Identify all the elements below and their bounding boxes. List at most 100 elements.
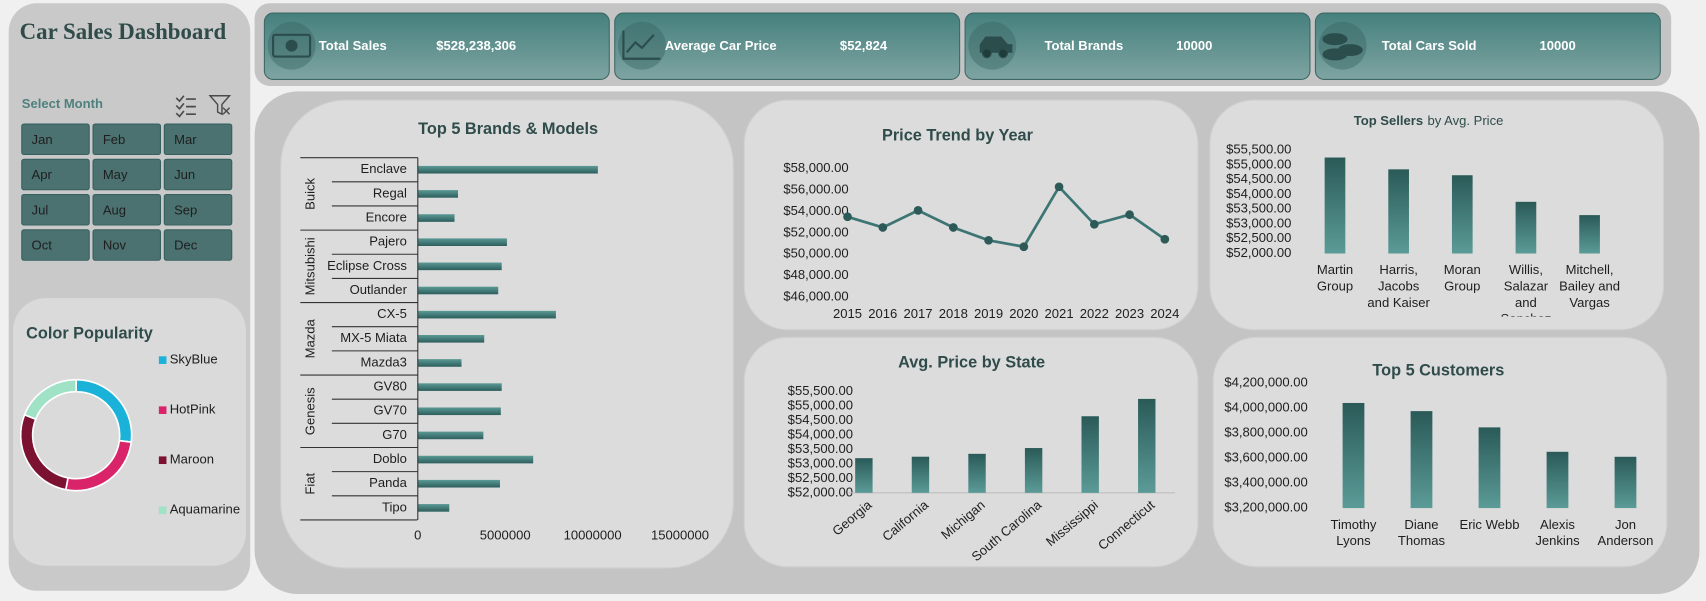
month-button-label[interactable]: Jul <box>32 202 49 217</box>
month-button-bg[interactable] <box>92 123 162 156</box>
dashboard-title: Car Sales Dashboard <box>19 18 227 45</box>
month-button[interactable]: Oct <box>21 229 90 261</box>
month-button[interactable]: Jul <box>21 193 90 226</box>
y-tick-label: $54,500.00 <box>1226 171 1291 186</box>
x-tick-label: 2023 <box>1115 306 1144 321</box>
month-button-label[interactable]: Apr <box>32 167 53 182</box>
month-button-label[interactable]: Sep <box>174 202 197 217</box>
month-button[interactable]: Mar <box>163 123 233 156</box>
y-tick-label: GV70 <box>374 403 407 418</box>
bar <box>417 383 502 391</box>
month-button-label[interactable]: Oct <box>32 238 53 253</box>
x-tick-label: Martin Group <box>1316 262 1354 294</box>
clear-filter-icon[interactable] <box>208 95 232 116</box>
x-tick-label: Willis, Salazar and Sanchez <box>1501 262 1552 316</box>
x-tick-label: 2024 <box>1150 306 1179 321</box>
bar <box>1579 215 1600 254</box>
point <box>984 235 993 245</box>
bar <box>1342 402 1365 509</box>
month-button[interactable]: Dec <box>163 229 233 261</box>
month-button-label[interactable]: Jun <box>174 167 195 182</box>
month-button-bg[interactable] <box>163 123 233 156</box>
group-label: Buick <box>303 177 318 209</box>
month-button-label[interactable]: May <box>103 167 128 182</box>
legend-swatch <box>158 406 167 414</box>
y-tick-label: $3,800,000.00 <box>1224 424 1307 439</box>
kpi-card <box>964 12 1311 80</box>
month-button[interactable]: Sep <box>163 193 233 226</box>
month-button-bg[interactable] <box>21 123 90 156</box>
y-tick-label: Pajero <box>369 234 407 249</box>
y-tick-label: $50,000.00 <box>783 246 848 261</box>
point <box>913 206 923 215</box>
chart-title-main: Top Sellers <box>1354 113 1423 128</box>
y-tick-label: Enclave <box>360 161 406 176</box>
month-button-label[interactable]: Feb <box>103 132 125 147</box>
y-tick-label: $52,000.00 <box>783 224 848 239</box>
bar <box>1081 416 1099 493</box>
x-tick-label-box: Eric Webb <box>1459 517 1519 532</box>
month-button-label[interactable]: Nov <box>103 238 127 253</box>
kpi-label: Total Brands <box>1044 38 1123 53</box>
kpi-card <box>614 12 961 80</box>
month-button-bg[interactable] <box>163 158 233 191</box>
month-button[interactable]: Nov <box>92 229 162 261</box>
x-tick-label-box: Timothy Lyons <box>1331 517 1377 549</box>
bar <box>417 165 598 174</box>
x-tick-label: 2016 <box>868 306 897 321</box>
group-label: Mazda <box>303 318 318 358</box>
month-button-bg[interactable] <box>21 193 90 226</box>
bar <box>1515 201 1537 254</box>
x-tick-label: Harris, Jacobs and Kaiser <box>1367 262 1430 311</box>
y-tick-label: $48,000.00 <box>783 267 848 282</box>
x-tick-label-box: Alexis Jenkins <box>1535 516 1580 549</box>
kpi-icon <box>272 33 312 58</box>
y-tick-label: $3,400,000.00 <box>1224 475 1307 490</box>
kpi-card <box>263 12 610 80</box>
month-button-bg[interactable] <box>21 229 90 261</box>
kpi-icon <box>622 30 661 60</box>
month-button-bg[interactable] <box>92 193 162 226</box>
point <box>1089 219 1099 229</box>
month-button[interactable]: Feb <box>92 123 162 156</box>
y-tick-label: $55,500.00 <box>1226 142 1291 157</box>
month-button-label[interactable]: Jan <box>32 132 53 147</box>
bar <box>1138 398 1156 493</box>
x-tick-label: 15000000 <box>651 528 709 543</box>
x-tick-label: Jon Anderson <box>1597 516 1654 549</box>
kpi-card <box>1314 12 1661 80</box>
x-tick-label: 2021 <box>1045 306 1074 321</box>
x-tick-label-box: Moran Group <box>1444 262 1481 294</box>
y-tick-label: Eclipse Cross <box>327 258 407 273</box>
month-button[interactable]: Jun <box>163 158 233 191</box>
month-button-bg[interactable] <box>92 158 162 191</box>
y-tick-label: $52,500.00 <box>788 470 853 485</box>
y-tick-label: MX-5 Miata <box>340 330 407 345</box>
donut-slice <box>23 378 77 421</box>
y-tick-label: Regal <box>373 185 407 200</box>
month-button[interactable]: May <box>92 158 162 191</box>
chart-title: Top 5 Brands & Models <box>418 120 598 138</box>
month-button-label[interactable]: Aug <box>103 202 126 217</box>
y-tick-label: $53,500.00 <box>788 441 853 456</box>
month-button-bg[interactable] <box>92 229 162 261</box>
x-tick-label: Alexis Jenkins <box>1535 516 1580 549</box>
y-tick-label: $53,500.00 <box>1226 201 1291 216</box>
legend-swatch <box>158 506 167 515</box>
x-tick-label: Mitchell, Bailey and Vargas <box>1559 262 1621 311</box>
month-button-bg[interactable] <box>163 229 233 261</box>
y-tick-label: CX-5 <box>377 306 407 321</box>
month-button-bg[interactable] <box>163 193 233 226</box>
bar <box>1410 411 1433 509</box>
month-button-bg[interactable] <box>21 158 90 191</box>
y-tick-label: $54,000.00 <box>783 203 848 218</box>
month-button-label[interactable]: Mar <box>174 132 197 147</box>
multi-select-icon[interactable] <box>175 95 196 118</box>
x-tick-label: 10000000 <box>564 528 622 543</box>
y-tick-label: $3,600,000.00 <box>1224 449 1307 464</box>
month-button[interactable]: Jan <box>21 123 90 156</box>
month-button[interactable]: Apr <box>21 158 90 191</box>
month-button[interactable]: Aug <box>92 193 162 226</box>
month-button-label[interactable]: Dec <box>174 238 198 253</box>
